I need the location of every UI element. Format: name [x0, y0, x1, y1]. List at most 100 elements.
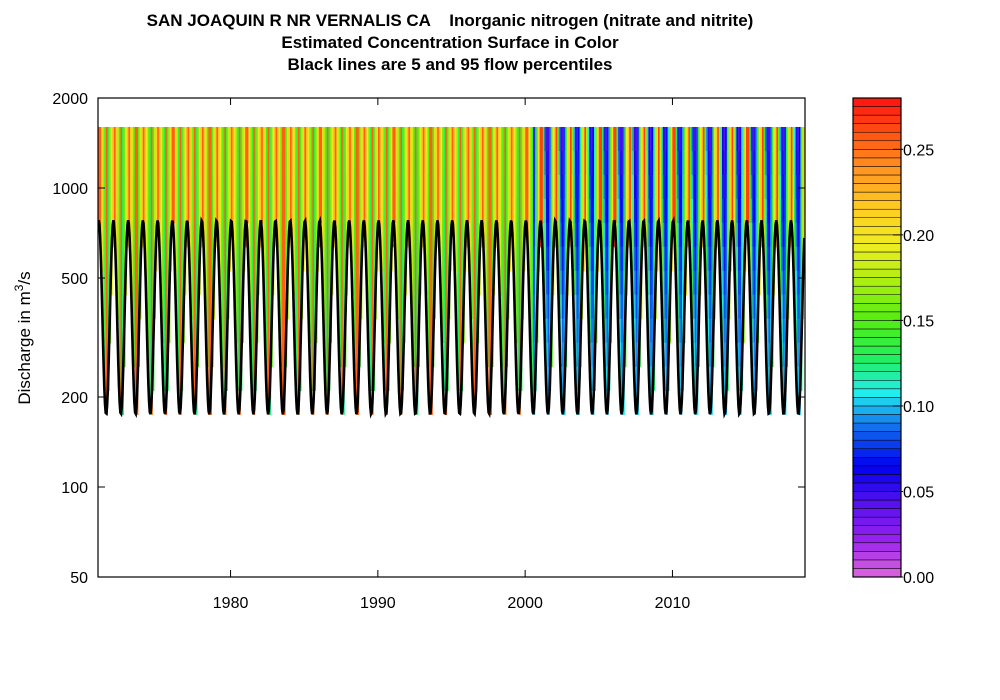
surface-cell [314, 198, 316, 224]
surface-cell [610, 174, 612, 200]
surface-cell [413, 294, 416, 320]
surface-cell [571, 126, 574, 152]
surface-cell [531, 366, 534, 391]
surface-cell [245, 150, 248, 176]
surface-cell [795, 294, 798, 320]
surface-cell [187, 150, 190, 176]
surface-cell [309, 126, 312, 152]
surface-cell [392, 174, 395, 200]
surface-cell [133, 150, 136, 176]
surface-cell [606, 294, 609, 320]
surface-cell [355, 198, 358, 224]
surface-cell [403, 222, 406, 248]
surface-cell [432, 174, 435, 200]
surface-cell [237, 342, 240, 368]
surface-cell [222, 246, 225, 272]
surface-cell [437, 126, 440, 152]
surface-cell [344, 246, 347, 272]
surface-cell [797, 318, 800, 344]
surface-cell [486, 222, 489, 248]
surface-cell [474, 294, 476, 320]
surface-cell [421, 174, 424, 200]
surface-cell [562, 246, 564, 272]
surface-cell [493, 150, 496, 176]
surface-cell [629, 198, 632, 224]
surface-cell [659, 126, 662, 152]
surface-cell [766, 342, 769, 368]
surface-cell [603, 294, 606, 320]
surface-cell [374, 126, 377, 152]
surface-cell [323, 222, 326, 248]
surface-cell [659, 150, 662, 176]
surface-cell [621, 366, 624, 391]
surface-cell [739, 150, 742, 176]
surface-cell [238, 198, 241, 224]
surface-cell [776, 174, 779, 200]
surface-cell [322, 222, 324, 248]
surface-cell [139, 150, 142, 176]
surface-cell [120, 150, 123, 176]
surface-cell [693, 318, 696, 344]
surface-cell [251, 150, 254, 176]
surface-cell [398, 270, 401, 296]
surface-cell [528, 126, 531, 152]
surface-cell [771, 150, 774, 176]
surface-cell [459, 246, 462, 272]
surface-cell [459, 198, 462, 224]
surface-cell [429, 294, 432, 320]
surface-cell [427, 126, 430, 152]
surface-cell [446, 126, 449, 152]
surface-cell [309, 294, 312, 320]
surface-cell [698, 246, 700, 272]
surface-cell [298, 270, 300, 296]
surface-cell [238, 126, 241, 152]
surface-cell [266, 318, 268, 344]
surface-cell [326, 270, 329, 296]
surface-cell [795, 270, 798, 296]
surface-cell [784, 294, 787, 320]
surface-cell [462, 222, 465, 248]
surface-cell [630, 174, 633, 200]
surface-cell [288, 150, 291, 176]
surface-cell [299, 174, 302, 200]
surface-cell [638, 222, 641, 248]
surface-cell [754, 126, 756, 152]
surface-cell [630, 198, 633, 224]
surface-cell [342, 246, 345, 272]
surface-cell [474, 222, 476, 248]
surface-cell [106, 342, 108, 368]
surface-cell [434, 198, 436, 224]
surface-cell [328, 222, 331, 248]
surface-cell [486, 150, 489, 176]
surface-cell [133, 318, 136, 344]
surface-cell [448, 198, 451, 224]
surface-cell [211, 222, 214, 248]
surface-cell [238, 294, 241, 320]
surface-cell [272, 126, 275, 152]
surface-cell [634, 294, 636, 320]
surface-cell [285, 222, 288, 248]
surface-cell [720, 198, 723, 224]
surface-cell [546, 198, 548, 224]
surface-cell [662, 246, 665, 272]
surface-cell [490, 318, 492, 344]
surface-cell [398, 174, 401, 200]
surface-cell [602, 222, 604, 248]
surface-cell [523, 126, 526, 152]
surface-cell [731, 174, 734, 200]
surface-cell [453, 126, 456, 152]
surface-cell [240, 198, 243, 224]
surface-cell [245, 198, 248, 224]
surface-cell [790, 126, 793, 152]
colorbar-frame [852, 97, 902, 578]
surface-cell [427, 246, 430, 272]
surface-cell [328, 150, 331, 176]
surface-cell [518, 174, 521, 200]
surface-cell [285, 246, 288, 272]
surface-cell [378, 150, 380, 176]
surface-cell [397, 246, 400, 272]
surface-cell [338, 270, 340, 296]
surface-cell [147, 294, 150, 320]
surface-cell [611, 126, 614, 152]
surface-cell [664, 222, 667, 248]
